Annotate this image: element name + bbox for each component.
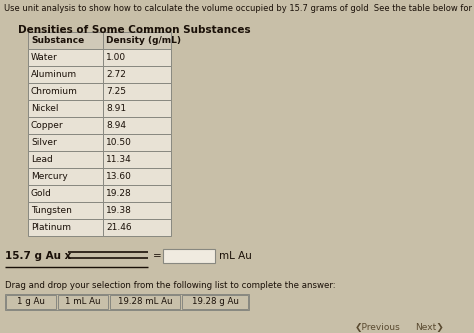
Bar: [28, 66, 103, 83]
Text: 11.34: 11.34: [106, 155, 132, 164]
Text: Densities of Some Common Substances: Densities of Some Common Substances: [18, 25, 251, 35]
Text: 7.25: 7.25: [106, 87, 126, 96]
Bar: [103, 100, 171, 117]
Bar: [103, 66, 171, 83]
Text: 19.28 mL Au: 19.28 mL Au: [118, 297, 172, 306]
Bar: [6, 295, 56, 309]
Text: Platinum: Platinum: [31, 223, 71, 232]
Bar: [28, 32, 103, 49]
Bar: [28, 83, 103, 100]
Text: Gold: Gold: [31, 189, 52, 198]
Text: 13.60: 13.60: [106, 172, 132, 181]
Bar: [110, 295, 180, 309]
Text: Substance: Substance: [31, 36, 84, 45]
Text: Nickel: Nickel: [31, 104, 58, 113]
Text: Tungsten: Tungsten: [31, 206, 72, 215]
Text: Density (g/mL): Density (g/mL): [106, 36, 181, 45]
Bar: [28, 117, 103, 134]
Bar: [28, 134, 103, 151]
Text: =: =: [153, 251, 162, 261]
Text: Use unit analysis to show how to calculate the volume occupied by 15.7 grams of : Use unit analysis to show how to calcula…: [4, 4, 474, 13]
Bar: [58, 295, 108, 309]
Text: 21.46: 21.46: [106, 223, 132, 232]
Text: 15.7 g Au x: 15.7 g Au x: [5, 251, 72, 261]
Text: 19.28 g Au: 19.28 g Au: [191, 297, 238, 306]
Text: Copper: Copper: [31, 121, 64, 130]
Bar: [103, 32, 171, 49]
Text: Aluminum: Aluminum: [31, 70, 77, 79]
Text: Drag and drop your selection from the following list to complete the answer:: Drag and drop your selection from the fo…: [5, 281, 336, 290]
Text: mL Au: mL Au: [219, 251, 252, 261]
Bar: [28, 202, 103, 219]
Bar: [103, 117, 171, 134]
Text: 19.28: 19.28: [106, 189, 132, 198]
Bar: [182, 295, 248, 309]
Bar: [28, 49, 103, 66]
Bar: [103, 202, 171, 219]
Text: Silver: Silver: [31, 138, 57, 147]
Text: Chromium: Chromium: [31, 87, 78, 96]
Text: 1.00: 1.00: [106, 53, 126, 62]
Text: Next❯: Next❯: [415, 322, 444, 331]
Text: 8.94: 8.94: [106, 121, 126, 130]
Text: 1 g Au: 1 g Au: [17, 297, 45, 306]
Bar: [103, 185, 171, 202]
Bar: [5, 294, 249, 310]
Bar: [28, 168, 103, 185]
Bar: [103, 219, 171, 236]
Bar: [28, 185, 103, 202]
Text: 2.72: 2.72: [106, 70, 126, 79]
Text: 19.38: 19.38: [106, 206, 132, 215]
Bar: [103, 151, 171, 168]
Text: 8.91: 8.91: [106, 104, 126, 113]
Text: Mercury: Mercury: [31, 172, 68, 181]
Bar: [103, 168, 171, 185]
Bar: [103, 49, 171, 66]
Bar: [28, 100, 103, 117]
Text: 10.50: 10.50: [106, 138, 132, 147]
Text: Water: Water: [31, 53, 58, 62]
Text: Lead: Lead: [31, 155, 53, 164]
Bar: [103, 134, 171, 151]
Text: 1 mL Au: 1 mL Au: [65, 297, 101, 306]
Bar: [28, 151, 103, 168]
Bar: [163, 249, 215, 263]
Bar: [28, 219, 103, 236]
Text: ❮Previous: ❮Previous: [355, 322, 401, 331]
Bar: [103, 83, 171, 100]
